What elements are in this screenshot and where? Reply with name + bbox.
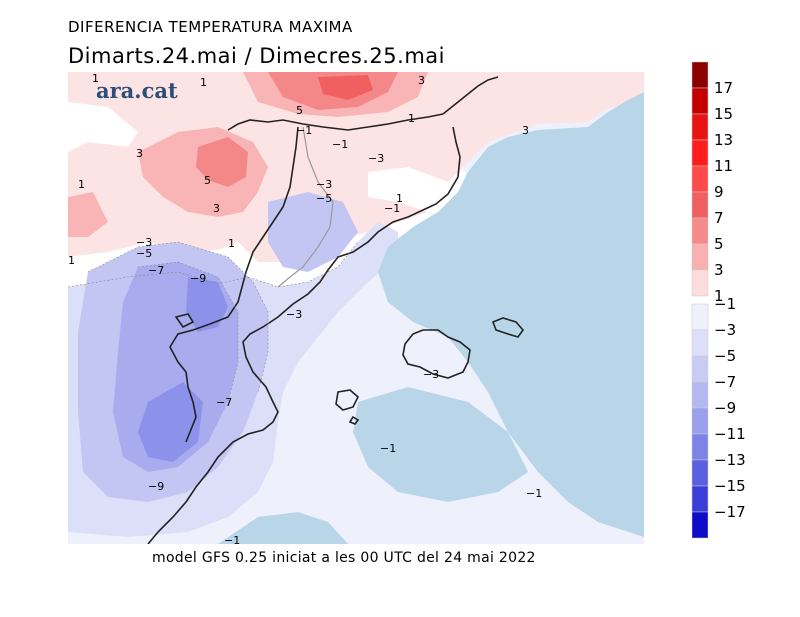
legend-label: 11	[714, 157, 733, 175]
legend-label: −11	[714, 425, 746, 443]
legend-swatch	[691, 329, 709, 357]
contour-label: 1	[92, 72, 99, 85]
sea-area-south	[218, 512, 348, 544]
legend-swatch	[691, 61, 709, 89]
legend-swatch	[691, 113, 709, 141]
contour-label: −1	[224, 534, 240, 544]
neutral-area-2	[68, 102, 138, 152]
legend-swatch	[691, 269, 709, 297]
legend-swatch	[691, 355, 709, 383]
legend-label: −7	[714, 373, 736, 391]
warm-area-plus3-nw	[68, 192, 108, 237]
legend-label: −17	[714, 503, 746, 521]
legend-label: 9	[714, 183, 724, 201]
warm-area-plus5-west	[196, 137, 248, 187]
contour-label: 3	[136, 147, 143, 160]
warm-area-plus7	[318, 75, 373, 100]
contour-label: 1	[408, 112, 415, 125]
legend-label: −1	[714, 295, 736, 313]
legend-swatch	[691, 243, 709, 271]
legend-swatch	[691, 511, 709, 539]
legend-swatch	[691, 217, 709, 245]
legend-label: 3	[714, 261, 724, 279]
cold-area-minus9-north	[186, 277, 228, 332]
contour-label: −3	[368, 152, 384, 165]
contour-label: 1	[228, 237, 235, 250]
legend-label: −15	[714, 477, 746, 495]
map-title: DIFERENCIA TEMPERATURA MAXIMA	[68, 18, 353, 36]
contour-label: −1	[380, 442, 396, 455]
contour-label: 3	[213, 202, 220, 215]
contour-label: 1	[68, 254, 75, 267]
legend-swatch	[691, 139, 709, 167]
legend-swatch	[691, 459, 709, 487]
ara-cat-logo: ara.cat	[96, 78, 178, 103]
contour-label: 1	[396, 192, 403, 205]
contour-label: −1	[296, 124, 312, 137]
legend-swatch	[691, 485, 709, 513]
contour-label: −1	[526, 487, 542, 500]
contour-lines	[68, 241, 359, 403]
legend-swatch	[691, 165, 709, 193]
internal-border	[277, 126, 334, 288]
legend-label: 1	[714, 287, 724, 305]
legend-label: 13	[714, 131, 733, 149]
contour-label: −9	[148, 480, 164, 493]
legend-label: 15	[714, 105, 733, 123]
contour-label-group: 1 1 3 3 1 5 3 5 3 1 −1 −1 −3 1 1 −3 −5 −…	[68, 72, 542, 544]
contour-label: −5	[316, 192, 332, 205]
contour-label: −1	[384, 202, 400, 215]
contour-label: 3	[418, 74, 425, 87]
contour-label: −3	[423, 368, 439, 381]
legend-label: 5	[714, 235, 724, 253]
legend-label: 7	[714, 209, 724, 227]
cold-area-minus5-north	[268, 192, 358, 272]
legend-label: −3	[714, 321, 736, 339]
sea-area-east	[353, 387, 528, 502]
legend-label: −5	[714, 347, 736, 365]
legend-swatch	[691, 303, 709, 331]
contour-label: 1	[200, 76, 207, 89]
temperature-difference-map: 1 1 3 3 1 5 3 5 3 1 −1 −1 −3 1 1 −3 −5 −…	[68, 72, 644, 544]
legend-swatch	[691, 381, 709, 409]
contour-label: −7	[148, 264, 164, 277]
contour-label: −1	[332, 138, 348, 151]
legend-swatch	[691, 87, 709, 115]
contour-label: 1	[78, 178, 85, 191]
contour-label: −7	[216, 396, 232, 409]
legend-label: −13	[714, 451, 746, 469]
legend-swatch	[691, 433, 709, 461]
coastline	[147, 76, 525, 544]
contour-label: −3	[136, 236, 152, 249]
legend-swatch	[691, 191, 709, 219]
contour-label: −3	[286, 308, 302, 321]
legend-swatch	[691, 407, 709, 435]
contour-label: 5	[296, 104, 303, 117]
sea-area	[378, 92, 644, 537]
map-subtitle: Dimarts.24.mai / Dimecres.25.mai	[68, 44, 445, 68]
legend-label: −9	[714, 399, 736, 417]
contour-label: −9	[190, 272, 206, 285]
legend-svg: 17 15 13 11 9 7 5 3 1−1 −3 −5 −7 −9 −11 −13 −15 −17	[691, 61, 746, 539]
legend-label: 17	[714, 79, 733, 97]
contour-label: 3	[522, 124, 529, 137]
contour-label: 5	[204, 174, 211, 187]
contour-label: −3	[316, 178, 332, 191]
contour-label: −5	[136, 247, 152, 260]
model-info-footer: model GFS 0.25 iniciat a les 00 UTC del …	[152, 550, 536, 566]
color-legend: 17 15 13 11 9 7 5 3 1 −1 −3 −5 −7 −9 −11 −13 −15 −17	[691, 61, 762, 556]
